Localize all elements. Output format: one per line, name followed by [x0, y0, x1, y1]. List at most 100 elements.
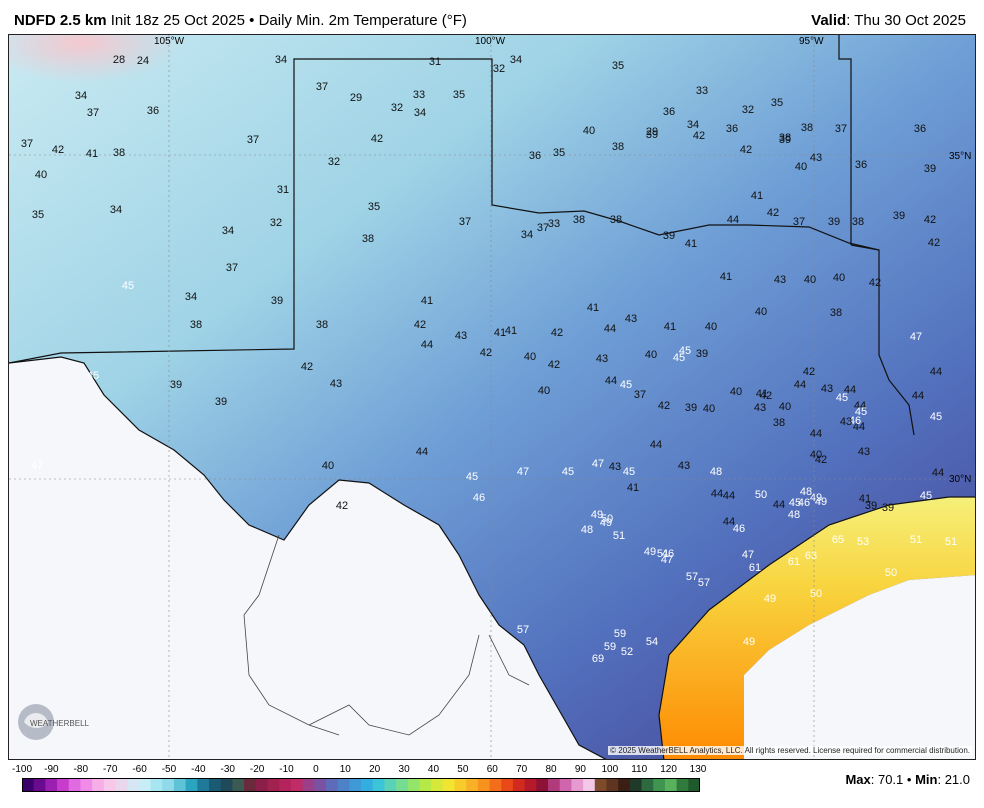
temperature-value: 45	[855, 406, 867, 418]
scale-tick-label: 100	[601, 764, 619, 775]
temperature-value: 34	[275, 54, 287, 66]
temperature-value: 42	[869, 277, 881, 289]
model-name: NDFD 2.5 km	[14, 12, 107, 29]
temperature-value: 33	[696, 85, 708, 97]
temperature-value: 42	[760, 390, 772, 402]
temperature-value: 45	[122, 280, 134, 292]
temperature-value: 42	[815, 454, 827, 466]
temperature-value: 44	[421, 339, 433, 351]
scale-color-swatch	[629, 778, 643, 792]
temperature-value: 49	[644, 546, 656, 558]
temperature-value: 51	[613, 530, 625, 542]
temperature-value: 31	[429, 56, 441, 68]
temperature-value: 39	[215, 396, 227, 408]
scale-color-swatch	[454, 778, 467, 792]
temperature-value: 41	[664, 321, 676, 333]
temperature-value: 44	[932, 467, 944, 479]
temperature-value: 35	[453, 89, 465, 101]
temperature-value: 54	[646, 636, 658, 648]
scale-color-swatch	[653, 778, 666, 792]
graticule	[9, 35, 975, 759]
temperature-value: 49	[815, 496, 827, 508]
temperature-value: 45	[789, 497, 801, 509]
temperature-value: 42	[336, 500, 348, 512]
temperature-value: 37	[793, 216, 805, 228]
temperature-value: 34	[687, 119, 699, 131]
map-panel[interactable]: 105°W 100°W 95°W 35°N 30°N 28 24 34 31 32 34 3…	[8, 34, 976, 760]
temperature-value: 38	[573, 214, 585, 226]
scale-color-swatch	[372, 778, 385, 792]
temperature-value: 37	[835, 123, 847, 135]
temperature-value: 63	[805, 550, 817, 562]
scale-tick-label: -70	[102, 764, 118, 775]
temperature-value: 57	[698, 577, 710, 589]
temperature-value: 46	[798, 497, 810, 509]
temperature-value: 47	[661, 554, 673, 566]
scale-color-swatch	[185, 778, 198, 792]
temperature-value: 36	[663, 106, 675, 118]
temperature-value: 32	[328, 156, 340, 168]
temperature-value: 40	[703, 403, 715, 415]
temperature-value: 39	[893, 210, 905, 222]
temperature-value: 36	[147, 105, 159, 117]
valid-date: : Thu 30 Oct 2025	[846, 12, 966, 29]
scale-tick-label: 90	[574, 764, 586, 775]
temperature-value: 35	[612, 60, 624, 72]
temperature-value: 34	[110, 204, 122, 216]
max-label: Max	[845, 772, 871, 787]
temperature-value: 48	[788, 509, 800, 521]
temperature-value: 39	[646, 129, 658, 141]
temperature-value: 43	[625, 313, 637, 325]
scale-color-swatch	[325, 778, 339, 792]
temperature-value: 36	[914, 123, 926, 135]
valid-label: Valid	[811, 12, 847, 29]
temperature-value: 50	[601, 513, 613, 525]
max-min-stats: Max: 70.1 • Min: 21.0	[845, 772, 970, 787]
temperature-value: 44	[650, 439, 662, 451]
temperature-value: 45	[920, 490, 932, 502]
temperature-value: 38	[113, 147, 125, 159]
color-scale-bar	[22, 778, 700, 792]
temperature-value: 48	[800, 486, 812, 498]
temperature-value: 32	[742, 104, 754, 116]
temperature-value: 40	[833, 272, 845, 284]
scale-color-swatch	[361, 778, 374, 792]
lon-label: 100°W	[475, 36, 506, 47]
temperature-value: 35	[368, 201, 380, 213]
temperature-value: 32	[391, 102, 403, 114]
temperature-value: 41	[859, 493, 871, 505]
temperature-value: 43	[596, 353, 608, 365]
scale-color-swatch	[583, 778, 596, 792]
scale-tick-label: 110	[631, 764, 648, 775]
temperature-value: 44	[723, 490, 735, 502]
temperature-value: 44	[930, 366, 942, 378]
scale-color-swatch	[314, 778, 327, 792]
temperature-value: 40	[322, 460, 334, 472]
scale-tick-label: -90	[44, 764, 59, 775]
temperature-value: 45	[562, 466, 574, 478]
temperature-value: 39	[882, 502, 894, 514]
temperature-value: 40	[810, 449, 822, 461]
temperature-value: 45	[466, 471, 478, 483]
temperature-value: 38	[779, 132, 791, 144]
temperature-value: 42	[693, 130, 705, 142]
temperature-value: 49	[600, 517, 612, 529]
temperature-value: 44	[844, 384, 856, 396]
temperature-value: 40	[583, 125, 595, 137]
lat-label: 35°N	[949, 151, 971, 162]
temperature-value: 42	[551, 327, 563, 339]
scale-color-swatch	[80, 778, 93, 792]
temperature-value: 39	[924, 163, 936, 175]
temperature-value: 34	[185, 291, 197, 303]
la-border	[878, 285, 915, 436]
temperature-value: 40	[804, 274, 816, 286]
temperature-value: 38	[852, 216, 864, 228]
temperature-value: 40	[730, 386, 742, 398]
scale-color-swatch	[489, 778, 502, 792]
temperature-value: 38	[830, 307, 842, 319]
temperature-value: 47	[31, 460, 43, 472]
scale-color-swatch	[150, 778, 163, 792]
temperature-value: 65	[832, 534, 844, 546]
